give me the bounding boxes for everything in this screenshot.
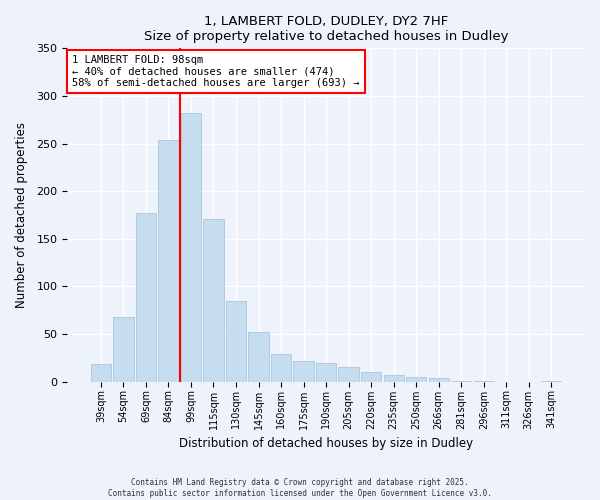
Y-axis label: Number of detached properties: Number of detached properties <box>15 122 28 308</box>
Text: 1 LAMBERT FOLD: 98sqm
← 40% of detached houses are smaller (474)
58% of semi-det: 1 LAMBERT FOLD: 98sqm ← 40% of detached … <box>73 55 360 88</box>
Bar <box>293 360 314 382</box>
Bar <box>428 378 449 382</box>
Bar <box>248 332 269 382</box>
Text: Contains HM Land Registry data © Crown copyright and database right 2025.
Contai: Contains HM Land Registry data © Crown c… <box>108 478 492 498</box>
Bar <box>113 317 134 382</box>
Bar <box>271 354 291 382</box>
Bar <box>451 380 472 382</box>
Bar <box>541 380 562 382</box>
Bar <box>473 380 494 382</box>
Bar <box>158 140 179 382</box>
Bar <box>338 368 359 382</box>
Bar <box>91 364 111 382</box>
Bar <box>406 377 427 382</box>
Bar <box>361 372 381 382</box>
Bar <box>181 113 201 382</box>
Bar <box>226 300 246 382</box>
X-axis label: Distribution of detached houses by size in Dudley: Distribution of detached houses by size … <box>179 437 473 450</box>
Bar <box>383 375 404 382</box>
Bar <box>203 219 224 382</box>
Bar <box>136 213 156 382</box>
Title: 1, LAMBERT FOLD, DUDLEY, DY2 7HF
Size of property relative to detached houses in: 1, LAMBERT FOLD, DUDLEY, DY2 7HF Size of… <box>144 15 508 43</box>
Bar <box>316 362 336 382</box>
